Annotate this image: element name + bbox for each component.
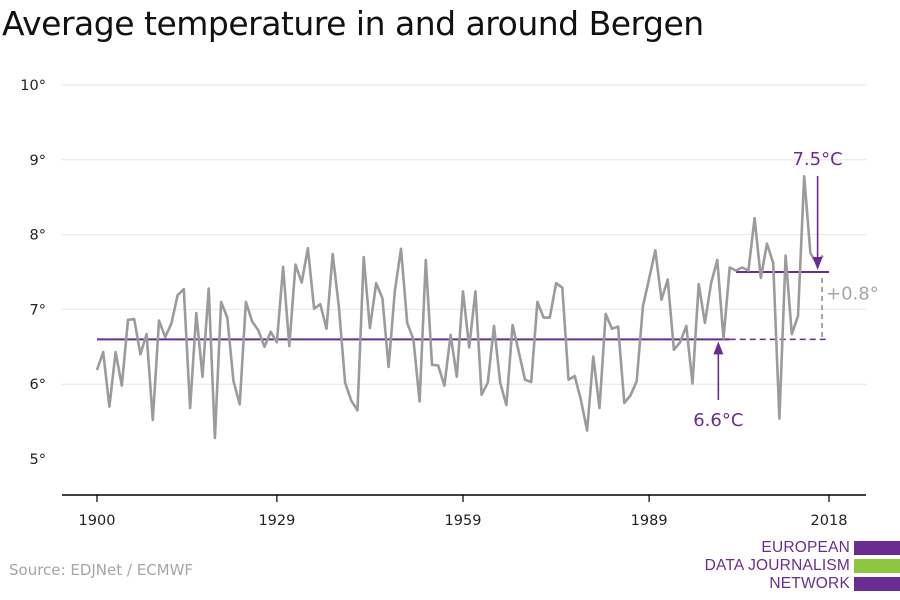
y-tick-label: 9°: [30, 153, 46, 169]
x-tick-label: 2018: [811, 513, 848, 529]
edjnet-logo: EUROPEAN DATA JOURNALISM NETWORK: [700, 539, 900, 595]
logo-line-1: EUROPEAN: [761, 539, 850, 556]
recent-arrow-head: [812, 257, 823, 270]
y-tick-label: 8°: [30, 228, 46, 244]
source-note: Source: EDJNet / ECMWF: [9, 561, 194, 579]
x-axis: 1900 1929 1959 1989 2018: [62, 494, 866, 529]
logo-line-2: DATA JOURNALISM: [704, 557, 850, 574]
y-tick-label: 5°: [30, 452, 46, 468]
temperature-series-line: [95, 175, 824, 440]
logo-bar-green: [854, 559, 900, 573]
logo-line-3: NETWORK: [769, 575, 850, 592]
y-tick-label: 10°: [20, 78, 46, 94]
logo-bar-purple-1: [854, 541, 900, 555]
logo-bar-purple-2: [854, 577, 900, 591]
x-tick-label: 1900: [79, 513, 116, 529]
x-tick-label: 1989: [631, 513, 668, 529]
x-tick-label: 1929: [258, 513, 295, 529]
page-title: Average temperature in and around Bergen: [2, 4, 704, 43]
baseline-label: 6.6°C: [693, 410, 743, 431]
baseline-arrow-head: [713, 341, 724, 355]
recent-label: 7.5°C: [792, 149, 842, 170]
y-axis-ticks: 5° 6° 7° 8° 9° 10°: [20, 78, 46, 468]
difference-label: +0.8°: [826, 284, 879, 305]
x-tick-label: 1959: [445, 513, 482, 529]
y-tick-label: 6°: [30, 377, 46, 393]
y-tick-label: 7°: [30, 302, 46, 318]
series-layer: [95, 175, 824, 440]
annotations-top: 6.6°C 7.5°C +0.8°: [693, 149, 878, 431]
